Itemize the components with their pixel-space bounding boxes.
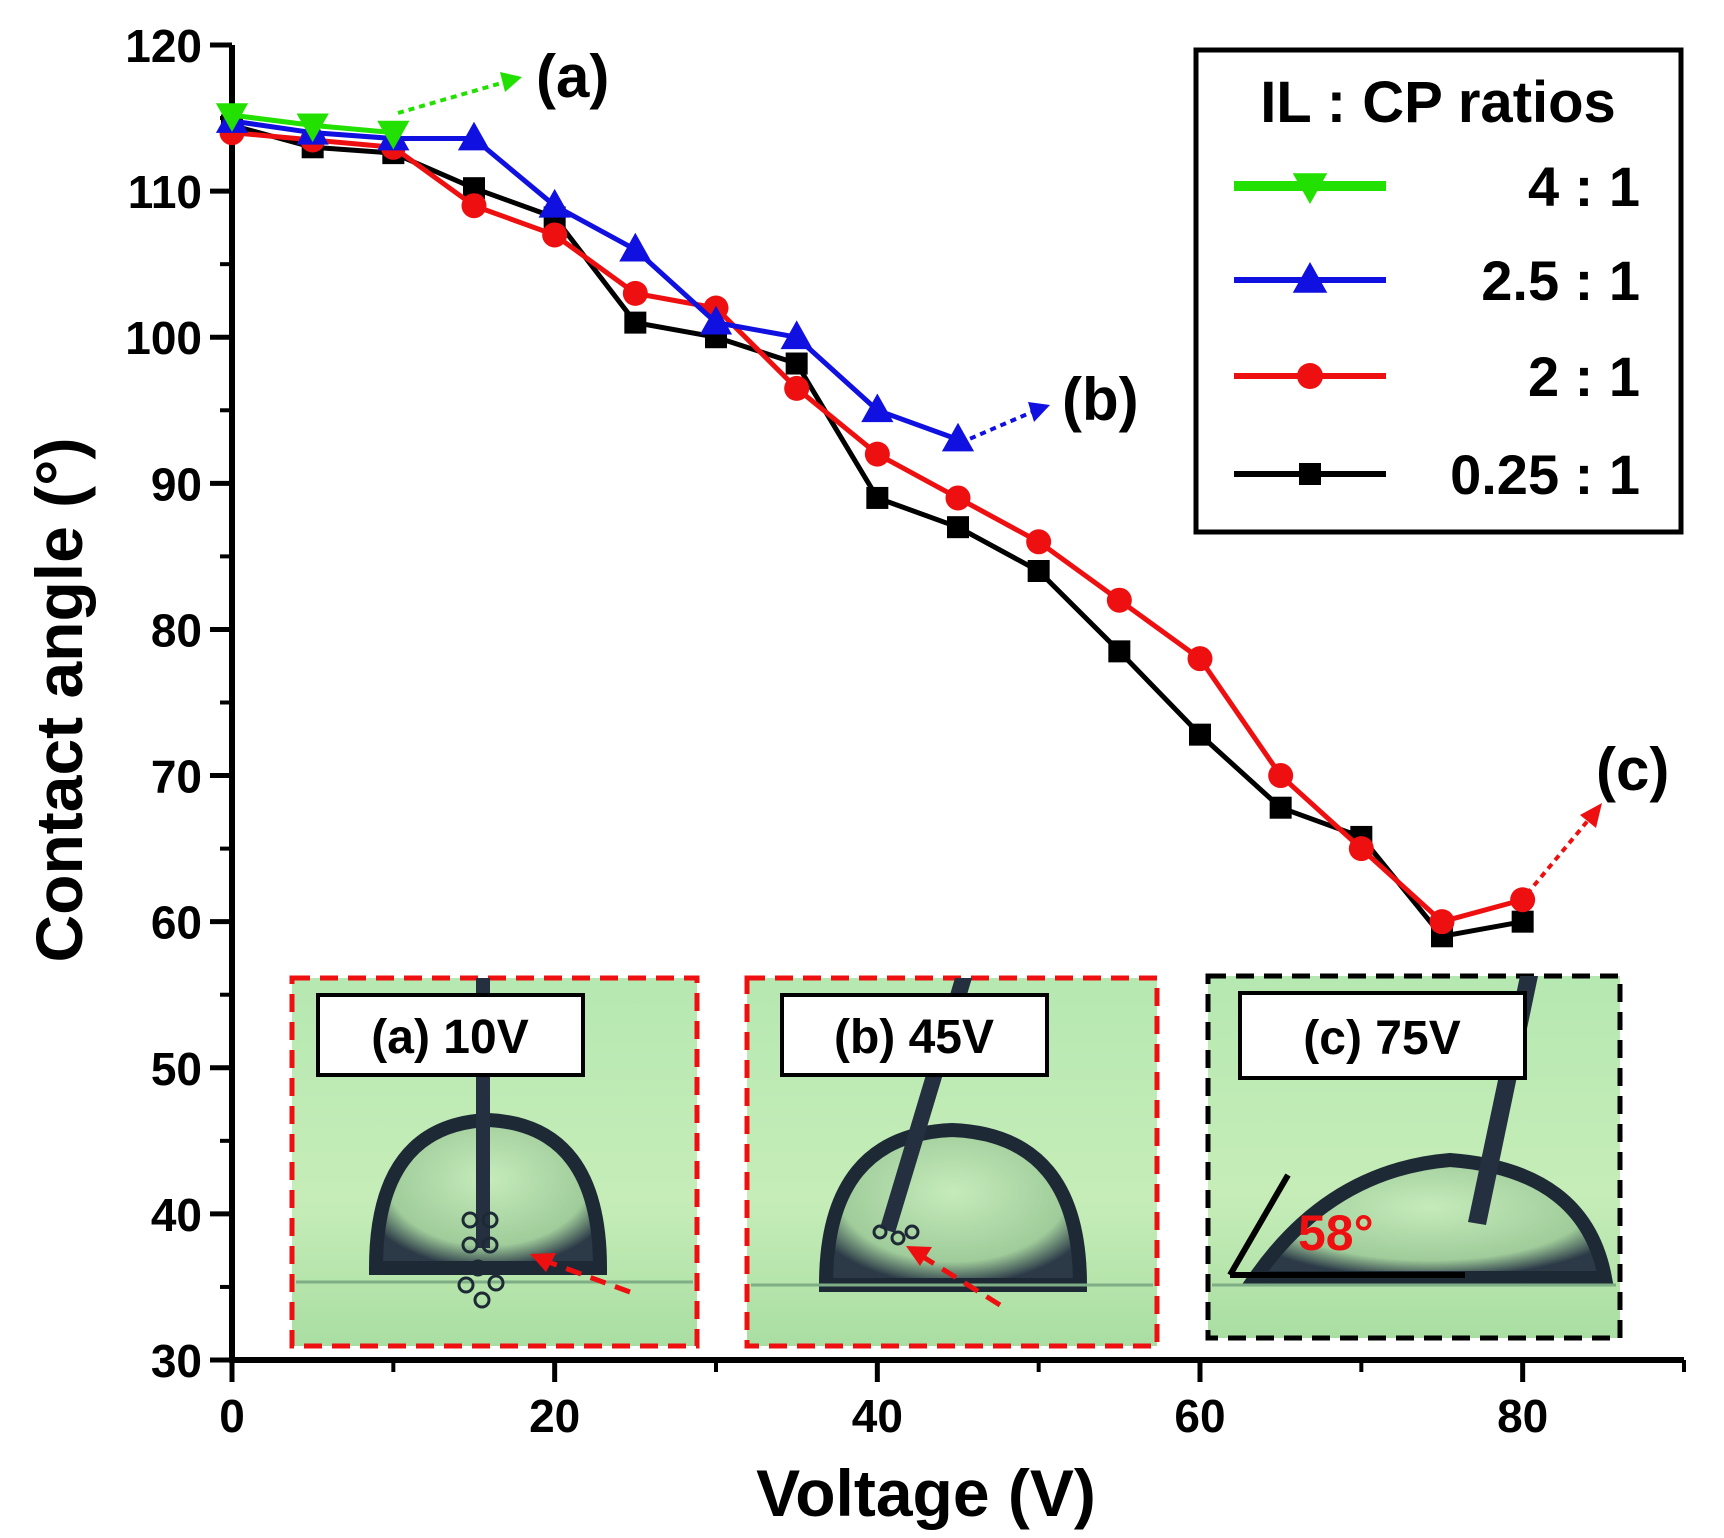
data-point bbox=[1187, 646, 1213, 672]
data-point bbox=[864, 441, 890, 467]
inset-b: (b) 45V bbox=[744, 975, 1160, 1349]
y-tick-label: 110 bbox=[128, 166, 202, 218]
y-tick-label: 120 bbox=[125, 20, 202, 72]
pointer-arrow bbox=[918, 1252, 1002, 1308]
data-point bbox=[463, 177, 485, 200]
legend-marker bbox=[1292, 173, 1328, 204]
legend-entry-label: 2 : 1 bbox=[1528, 345, 1640, 408]
data-point bbox=[699, 305, 733, 335]
angle-line-tangent bbox=[1227, 1173, 1291, 1277]
legend-marker bbox=[1299, 463, 1321, 485]
x-tick-label: 80 bbox=[1497, 1390, 1548, 1442]
y-tick-label: 100 bbox=[125, 312, 202, 364]
inset-c: 58° (c) 75V bbox=[1205, 973, 1623, 1341]
legend-marker bbox=[1292, 262, 1328, 293]
data-point bbox=[215, 103, 249, 132]
inset-b-label: (b) 45V bbox=[834, 1011, 994, 1064]
inset-a: (a) 10V bbox=[289, 975, 700, 1349]
data-point bbox=[866, 486, 889, 509]
data-point bbox=[461, 193, 487, 219]
x-axis-label: Voltage (V) bbox=[756, 1456, 1096, 1530]
data-point bbox=[1511, 910, 1534, 933]
data-point bbox=[945, 485, 971, 511]
annotation-b: (b) bbox=[959, 366, 1139, 445]
bubble-cluster bbox=[457, 1211, 505, 1309]
legend: IL : CP ratios 4 : 1 2.5 : 1 2 : 1 0.25 : 1 bbox=[1193, 47, 1684, 535]
data-point bbox=[1268, 763, 1294, 789]
bubble-cluster bbox=[872, 1224, 920, 1246]
x-tick-label: 0 bbox=[219, 1390, 245, 1442]
data-point bbox=[1106, 587, 1132, 613]
data-point bbox=[947, 516, 969, 539]
data-point bbox=[377, 120, 410, 150]
annotation-c: (c) bbox=[1525, 736, 1669, 896]
y-tick-label: 60 bbox=[151, 897, 202, 949]
series-4-1 bbox=[215, 103, 410, 150]
data-point bbox=[538, 188, 571, 218]
data-point bbox=[1348, 836, 1374, 862]
annotation-a-label: (a) bbox=[536, 43, 609, 110]
data-point bbox=[542, 222, 568, 248]
data-point bbox=[619, 232, 652, 262]
y-tick-label: 50 bbox=[151, 1043, 202, 1095]
legend-box bbox=[1193, 47, 1684, 535]
x-tick-label: 20 bbox=[529, 1390, 580, 1442]
x-tick-label: 40 bbox=[852, 1390, 903, 1442]
annotation-b-label: (b) bbox=[1062, 366, 1139, 433]
inset-c-label: (c) 75V bbox=[1303, 1012, 1460, 1065]
data-point bbox=[861, 393, 894, 423]
data-point bbox=[1189, 723, 1211, 746]
legend-title: IL : CP ratios bbox=[1260, 70, 1616, 135]
data-point bbox=[941, 422, 975, 452]
data-point bbox=[624, 311, 647, 334]
data-point bbox=[1269, 796, 1292, 819]
data-point bbox=[296, 113, 329, 143]
series-2-1 bbox=[219, 120, 1536, 935]
inset-c-label-box bbox=[1238, 991, 1527, 1080]
legend-entry-label: 0.25 : 1 bbox=[1450, 443, 1640, 506]
data-point bbox=[1026, 529, 1052, 555]
x-tick-label: 60 bbox=[1174, 1390, 1225, 1442]
data-point bbox=[1429, 909, 1455, 935]
annotation-a: (a) bbox=[397, 43, 609, 115]
data-point bbox=[1108, 640, 1131, 663]
y-tick-label: 80 bbox=[151, 604, 202, 656]
inset-a-label-box bbox=[316, 993, 585, 1077]
y-axis-label: Contact angle (°) bbox=[22, 437, 96, 962]
data-point bbox=[457, 121, 491, 151]
data-point bbox=[622, 280, 648, 306]
data-point bbox=[784, 375, 810, 401]
legend-entry-label: 4 : 1 bbox=[1528, 155, 1640, 218]
inset-c-angle-label: 58° bbox=[1298, 1205, 1374, 1261]
series-layer bbox=[215, 103, 1536, 948]
legend-entry-label: 2.5 : 1 bbox=[1481, 249, 1640, 312]
y-tick-label: 30 bbox=[151, 1335, 202, 1387]
axes: 30 40 50 60 70 80 90 100 110 120 0 20 40 60 80 Voltag… bbox=[22, 20, 1686, 1530]
pointer-arrow bbox=[542, 1257, 631, 1295]
series-line bbox=[231, 118, 959, 442]
y-tick-label: 70 bbox=[151, 751, 202, 803]
data-point bbox=[1027, 560, 1050, 582]
series-2-5-1 bbox=[215, 104, 975, 452]
y-tick-label: 40 bbox=[151, 1189, 202, 1241]
annotation-c-label: (c) bbox=[1596, 736, 1669, 803]
y-tick-label: 90 bbox=[151, 458, 202, 510]
data-point bbox=[785, 352, 808, 375]
inset-b-label-box bbox=[780, 993, 1049, 1077]
inset-a-label: (a) 10V bbox=[371, 1011, 528, 1064]
legend-marker bbox=[1297, 363, 1323, 389]
data-point bbox=[780, 320, 813, 350]
